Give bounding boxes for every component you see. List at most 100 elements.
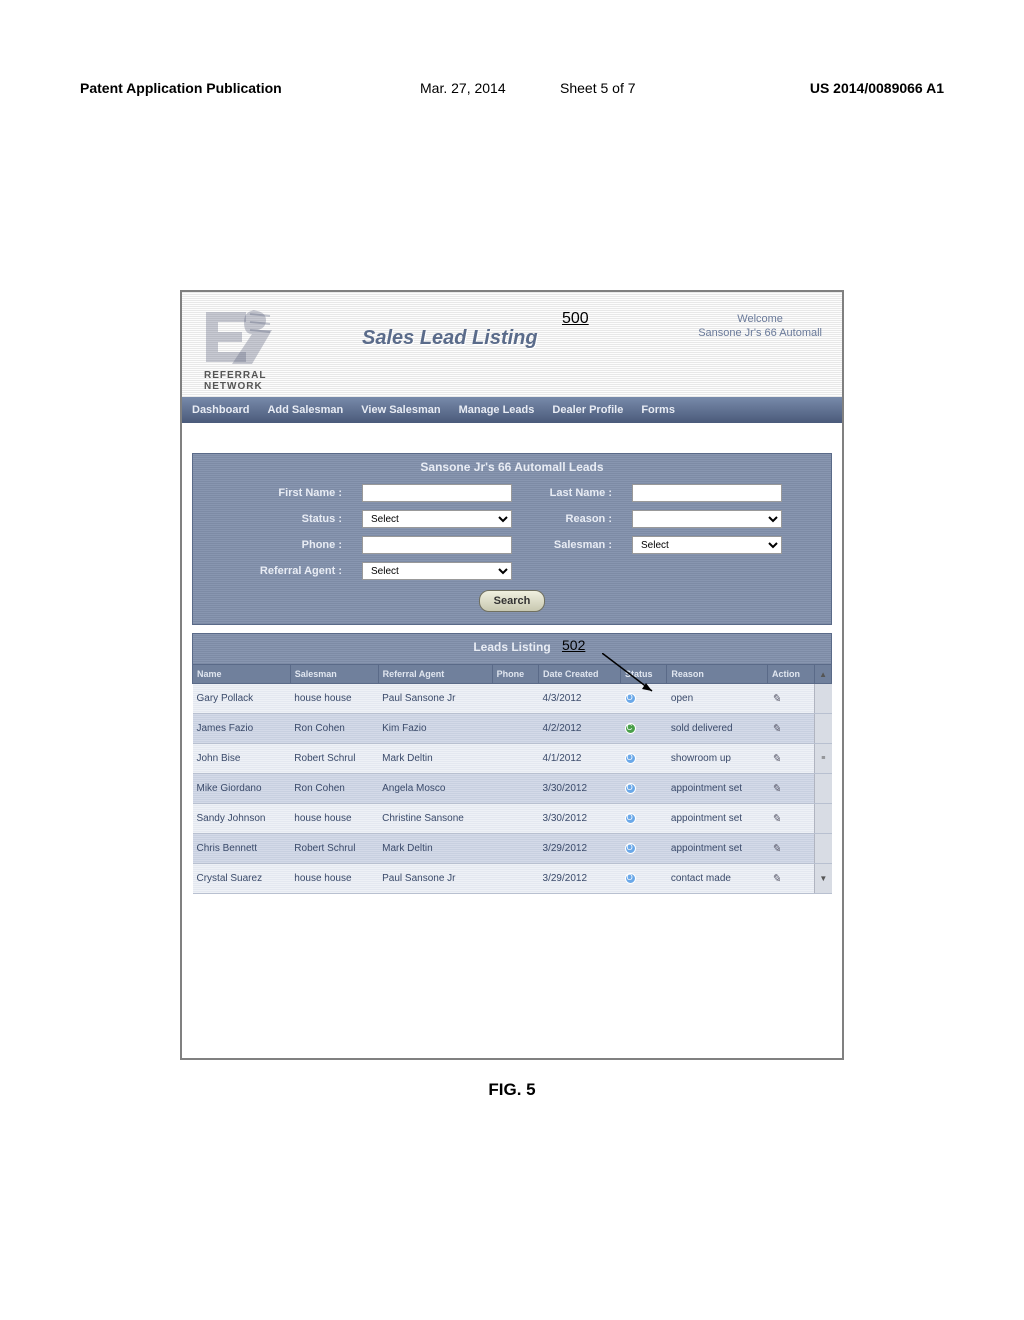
col-status[interactable]: Status	[621, 665, 667, 684]
cell-agent: Kim Fazio	[378, 714, 492, 744]
cell-reason: open	[667, 684, 768, 714]
cell-salesman: Ron Cohen	[290, 714, 378, 744]
cell-agent: Paul Sansone Jr	[378, 684, 492, 714]
logo-text: REFERRALNETWORK	[204, 370, 266, 392]
cell-action[interactable]: ✎	[768, 834, 815, 864]
input-phone[interactable]	[362, 536, 512, 554]
col-name[interactable]: Name	[193, 665, 291, 684]
input-last-name[interactable]	[632, 484, 782, 502]
cell-name[interactable]: James Fazio	[193, 714, 291, 744]
publication-label: Patent Application Publication	[80, 80, 282, 96]
scrollbar-track[interactable]	[815, 804, 832, 834]
cell-name[interactable]: Sandy Johnson	[193, 804, 291, 834]
scrollbar-track[interactable]: ▼	[815, 864, 832, 894]
cell-date: 4/1/2012	[539, 744, 621, 774]
cell-phone	[492, 864, 538, 894]
cell-name[interactable]: Crystal Suarez	[193, 864, 291, 894]
listing-panel: 502 Leads Listing Name Salesman Referral…	[192, 633, 832, 894]
cell-action[interactable]: ✎	[768, 864, 815, 894]
col-salesman[interactable]: Salesman	[290, 665, 378, 684]
scrollbar-track[interactable]	[815, 714, 832, 744]
cell-phone	[492, 714, 538, 744]
table-row: Crystal Suarezhouse housePaul Sansone Jr…	[193, 864, 832, 894]
leads-table: Name Salesman Referral Agent Phone Date …	[192, 664, 832, 894]
scrollbar-track[interactable]	[815, 774, 832, 804]
search-button[interactable]: Search	[479, 590, 546, 612]
cell-salesman: Ron Cohen	[290, 774, 378, 804]
cell-status: O	[621, 864, 667, 894]
label-referral-agent: Referral Agent :	[242, 565, 342, 577]
cell-agent: Mark Deltin	[378, 744, 492, 774]
col-referral-agent[interactable]: Referral Agent	[378, 665, 492, 684]
cell-date: 4/3/2012	[539, 684, 621, 714]
select-reason[interactable]	[632, 510, 782, 528]
welcome-text: Welcome Sansone Jr's 66 Automall	[698, 312, 822, 340]
search-panel-title: Sansone Jr's 66 Automall Leads	[193, 454, 831, 484]
cell-name[interactable]: Chris Bennett	[193, 834, 291, 864]
main-navbar: Dashboard Add Salesman View Salesman Man…	[182, 397, 842, 423]
nav-view-salesman[interactable]: View Salesman	[361, 404, 440, 416]
label-phone: Phone :	[242, 539, 342, 551]
nav-forms[interactable]: Forms	[641, 404, 675, 416]
label-status: Status :	[242, 513, 342, 525]
cell-date: 3/30/2012	[539, 804, 621, 834]
col-phone[interactable]: Phone	[492, 665, 538, 684]
cell-name[interactable]: John Bise	[193, 744, 291, 774]
col-action[interactable]: Action	[768, 665, 815, 684]
cell-salesman: house house	[290, 804, 378, 834]
cell-phone	[492, 684, 538, 714]
scrollbar-track[interactable]: ≡	[815, 744, 832, 774]
edit-icon[interactable]: ✎	[772, 753, 781, 765]
edit-icon[interactable]: ✎	[772, 813, 781, 825]
nav-dashboard[interactable]: Dashboard	[192, 404, 249, 416]
cell-agent: Angela Mosco	[378, 774, 492, 804]
screenshot-frame: REFERRALNETWORK Sales Lead Listing 500 W…	[180, 290, 844, 1060]
cell-agent: Paul Sansone Jr	[378, 864, 492, 894]
page-title: Sales Lead Listing	[362, 327, 538, 350]
cell-action[interactable]: ✎	[768, 774, 815, 804]
cell-action[interactable]: ✎	[768, 804, 815, 834]
search-panel: Sansone Jr's 66 Automall Leads First Nam…	[192, 453, 832, 625]
cell-action[interactable]: ✎	[768, 744, 815, 774]
cell-reason: showroom up	[667, 744, 768, 774]
input-first-name[interactable]	[362, 484, 512, 502]
select-referral-agent[interactable]: Select	[362, 562, 512, 580]
cell-phone	[492, 804, 538, 834]
publication-date: Mar. 27, 2014	[420, 80, 506, 96]
cell-status: O	[621, 834, 667, 864]
cell-agent: Mark Deltin	[378, 834, 492, 864]
document-number: US 2014/0089066 A1	[810, 80, 944, 96]
cell-status: O	[621, 774, 667, 804]
select-salesman[interactable]: Select	[632, 536, 782, 554]
edit-icon[interactable]: ✎	[772, 873, 781, 885]
nav-add-salesman[interactable]: Add Salesman	[267, 404, 343, 416]
logo-glyph	[204, 308, 274, 366]
nav-manage-leads[interactable]: Manage Leads	[459, 404, 535, 416]
app-header: REFERRALNETWORK Sales Lead Listing 500 W…	[182, 292, 842, 397]
label-first-name: First Name :	[242, 487, 342, 499]
figure-ref-502: 502	[562, 637, 585, 653]
nav-dealer-profile[interactable]: Dealer Profile	[552, 404, 623, 416]
scrollbar-header: ▲	[815, 665, 832, 684]
col-date-created[interactable]: Date Created	[539, 665, 621, 684]
select-status[interactable]: Select	[362, 510, 512, 528]
cell-phone	[492, 744, 538, 774]
edit-icon[interactable]: ✎	[772, 693, 781, 705]
edit-icon[interactable]: ✎	[772, 843, 781, 855]
cell-action[interactable]: ✎	[768, 714, 815, 744]
cell-status: C	[621, 714, 667, 744]
scrollbar-track[interactable]	[815, 834, 832, 864]
edit-icon[interactable]: ✎	[772, 723, 781, 735]
table-row: Sandy Johnsonhouse houseChristine Sanson…	[193, 804, 832, 834]
cell-name[interactable]: Mike Giordano	[193, 774, 291, 804]
scrollbar-track[interactable]	[815, 684, 832, 714]
cell-name[interactable]: Gary Pollack	[193, 684, 291, 714]
cell-action[interactable]: ✎	[768, 684, 815, 714]
figure-ref-500: 500	[562, 310, 589, 328]
edit-icon[interactable]: ✎	[772, 783, 781, 795]
cell-salesman: house house	[290, 684, 378, 714]
table-row: Gary Pollackhouse housePaul Sansone Jr 4/…	[193, 684, 832, 714]
label-salesman: Salesman :	[532, 539, 612, 551]
listing-title: Leads Listing	[192, 633, 832, 664]
col-reason[interactable]: Reason	[667, 665, 768, 684]
